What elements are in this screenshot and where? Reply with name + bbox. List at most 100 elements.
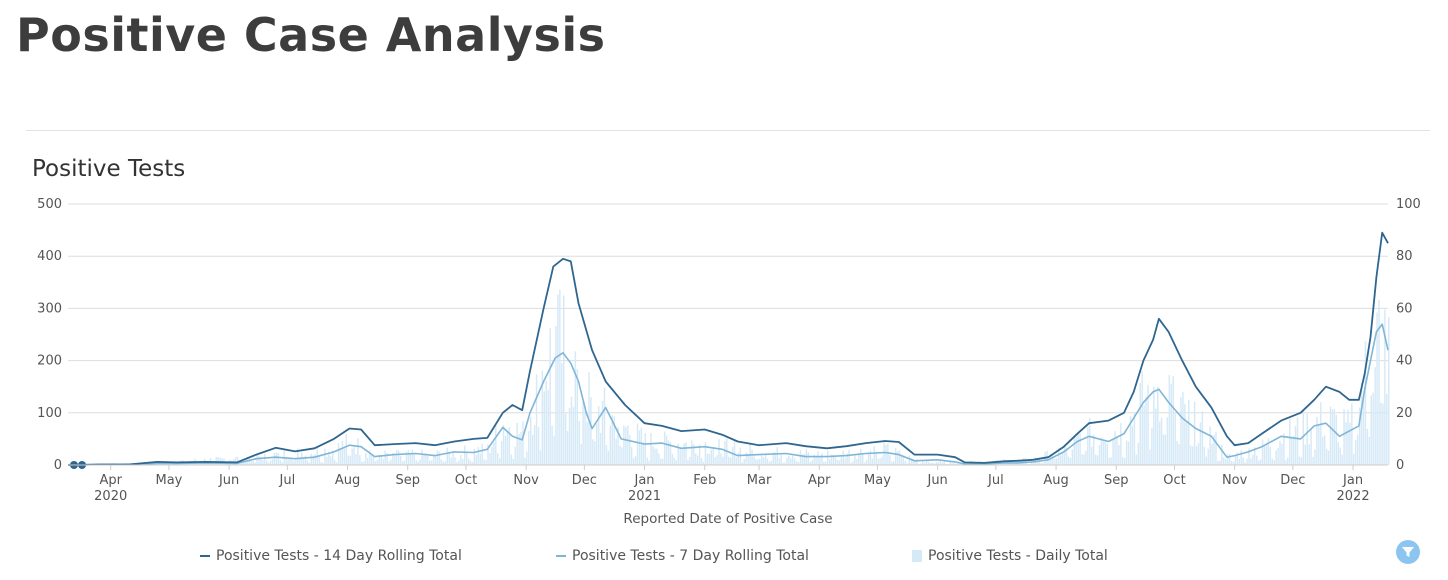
- filter-button[interactable]: [1396, 540, 1420, 564]
- daily-bar: [374, 461, 377, 465]
- daily-bar: [778, 458, 780, 465]
- daily-bar: [526, 451, 528, 465]
- daily-bar: [1376, 312, 1378, 465]
- daily-bar: [761, 455, 763, 465]
- daily-bar: [772, 452, 775, 465]
- daily-bar: [601, 400, 604, 465]
- daily-bar: [1127, 441, 1130, 465]
- daily-bar: [854, 455, 856, 465]
- daily-bar: [1201, 411, 1204, 465]
- daily-bar: [1042, 462, 1044, 465]
- x-tick-label: Jul: [279, 473, 296, 488]
- daily-bar: [264, 453, 266, 465]
- x-tick-label: Jan: [634, 473, 655, 488]
- daily-bar: [1168, 374, 1171, 465]
- grid-lines: [68, 203, 1388, 466]
- daily-bar: [894, 447, 897, 465]
- daily-bar: [842, 450, 844, 465]
- daily-bar: [520, 431, 522, 465]
- daily-bar: [1356, 434, 1359, 465]
- daily-bar: [250, 460, 252, 465]
- daily-bar: [440, 459, 443, 465]
- legend-line-7-day-icon: [556, 555, 566, 557]
- daily-bar: [1164, 434, 1167, 465]
- x-tick-year: 2020: [94, 489, 127, 504]
- daily-bar: [801, 454, 804, 465]
- daily-bar: [333, 460, 336, 465]
- daily-bar: [953, 463, 955, 465]
- legend: Positive Tests - 14 Day Rolling Total Po…: [0, 548, 1448, 568]
- daily-bar: [623, 425, 625, 465]
- daily-bar: [858, 452, 860, 465]
- daily-bar: [450, 457, 452, 465]
- y-tick-left: 500: [37, 197, 62, 212]
- daily-bar: [1124, 458, 1126, 465]
- daily-bar: [1122, 456, 1124, 465]
- daily-bar: [502, 424, 505, 465]
- daily-bar: [1026, 463, 1029, 465]
- daily-bar: [960, 463, 963, 465]
- daily-bar: [473, 448, 476, 465]
- daily-bar: [522, 421, 524, 465]
- daily-bar: [266, 460, 268, 465]
- daily-bar: [714, 457, 716, 465]
- daily-bar: [821, 453, 823, 465]
- daily-bar: [1112, 439, 1114, 465]
- daily-bar: [353, 447, 355, 465]
- daily-bar: [1256, 455, 1258, 465]
- daily-bar: [452, 450, 454, 465]
- daily-bar: [708, 453, 711, 465]
- daily-bar: [1230, 460, 1233, 465]
- daily-bar: [543, 391, 546, 465]
- y-axis-right: 0 20 40 60 80 100: [1396, 197, 1421, 473]
- daily-bar: [1386, 393, 1388, 465]
- daily-bar: [1318, 425, 1320, 465]
- daily-bar: [1360, 382, 1363, 465]
- daily-bar: [883, 442, 885, 465]
- daily-bar: [605, 445, 608, 465]
- daily-bar: [1333, 409, 1336, 465]
- legend-item-14-day[interactable]: Positive Tests - 14 Day Rolling Total: [200, 548, 462, 564]
- daily-bar: [576, 368, 579, 465]
- daily-bar: [485, 460, 487, 465]
- daily-bar: [1145, 396, 1147, 465]
- legend-item-daily[interactable]: Positive Tests - Daily Total: [912, 548, 1108, 564]
- daily-bar: [949, 460, 951, 465]
- daily-bar: [1217, 460, 1219, 465]
- daily-bar: [1191, 446, 1194, 465]
- daily-bar: [429, 460, 431, 465]
- daily-bar: [330, 456, 332, 465]
- daily-bar: [1184, 403, 1186, 465]
- daily-bar: [498, 458, 501, 465]
- daily-bar: [1195, 446, 1198, 465]
- daily-bar: [477, 446, 480, 465]
- x-tick-label: May: [155, 473, 182, 488]
- daily-bar: [273, 452, 276, 465]
- daily-bar: [945, 463, 947, 465]
- daily-bar: [716, 455, 718, 465]
- legend-label-daily: Positive Tests - Daily Total: [928, 548, 1108, 564]
- daily-bar: [852, 461, 854, 465]
- daily-bar: [1137, 442, 1140, 465]
- daily-bar: [388, 461, 390, 465]
- daily-bar: [368, 450, 371, 465]
- daily-bar: [297, 448, 299, 465]
- daily-bar: [592, 439, 594, 465]
- legend-item-7-day[interactable]: Positive Tests - 7 Day Rolling Total: [556, 548, 809, 564]
- daily-bar: [1199, 422, 1202, 465]
- daily-bar: [289, 458, 291, 465]
- filter-icon: [1402, 547, 1414, 557]
- daily-bar: [1347, 410, 1349, 465]
- daily-bar: [1131, 426, 1134, 465]
- daily-bar: [904, 461, 907, 465]
- series-line-14-day: [68, 231, 1389, 466]
- daily-bar: [877, 458, 879, 465]
- y-tick-left: 300: [37, 301, 62, 316]
- daily-bar: [531, 434, 534, 465]
- daily-bar: [1158, 421, 1161, 465]
- daily-bar: [799, 449, 802, 465]
- daily-bar: [341, 441, 344, 465]
- daily-bar: [757, 459, 759, 465]
- daily-bar: [306, 460, 309, 465]
- daily-bar: [879, 458, 881, 465]
